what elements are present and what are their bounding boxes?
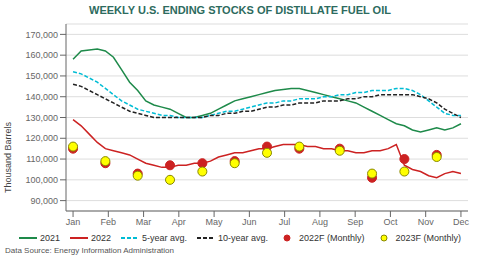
svg-text:150,000: 150,000 [25, 71, 58, 81]
svg-text:Oct: Oct [383, 217, 398, 227]
svg-text:Jan: Jan [66, 217, 81, 227]
svg-text:Sep: Sep [347, 217, 363, 227]
svg-text:Feb: Feb [101, 217, 117, 227]
svg-text:Jul: Jul [279, 217, 291, 227]
svg-text:170,000: 170,000 [25, 30, 58, 40]
svg-text:Aug: Aug [312, 217, 328, 227]
svg-text:110,000: 110,000 [26, 154, 58, 164]
svg-text:90,000: 90,000 [30, 196, 58, 206]
html-text:2023F (Monthly): 2023F (Monthly) [395, 233, 462, 243]
html-text:Data Source: Energy Informatio: Data Source: Energy Information Administ… [5, 246, 174, 255]
svg-text:May: May [206, 217, 224, 227]
html-text:2021: 2021 [39, 233, 60, 243]
svg-text:160,000: 160,000 [25, 50, 58, 60]
svg-text:Thousand Barrels: Thousand Barrels [8, 121, 13, 193]
html-text:2022F (Monthly): 2022F (Monthly) [299, 233, 365, 243]
svg-text:Dec: Dec [453, 217, 470, 227]
svg-text:Jun: Jun [242, 217, 257, 227]
html-text:2022: 2022 [90, 233, 111, 243]
svg-text:130,000: 130,000 [25, 113, 58, 123]
svg-text:Nov: Nov [418, 217, 435, 227]
html-text:5-year avg.: 5-year avg. [142, 233, 187, 243]
svg-text:Mar: Mar [136, 217, 152, 227]
html-text:10-year avg.: 10-year avg. [218, 233, 268, 243]
svg-text:Apr: Apr [172, 217, 186, 227]
svg-text:140,000: 140,000 [25, 92, 58, 102]
html-text:WEEKLY U.S. ENDING STOCKS OF D: WEEKLY U.S. ENDING STOCKS OF DISTILLATE … [89, 4, 391, 16]
svg-text:120,000: 120,000 [25, 133, 58, 143]
svg-text:100,000: 100,000 [25, 175, 58, 185]
